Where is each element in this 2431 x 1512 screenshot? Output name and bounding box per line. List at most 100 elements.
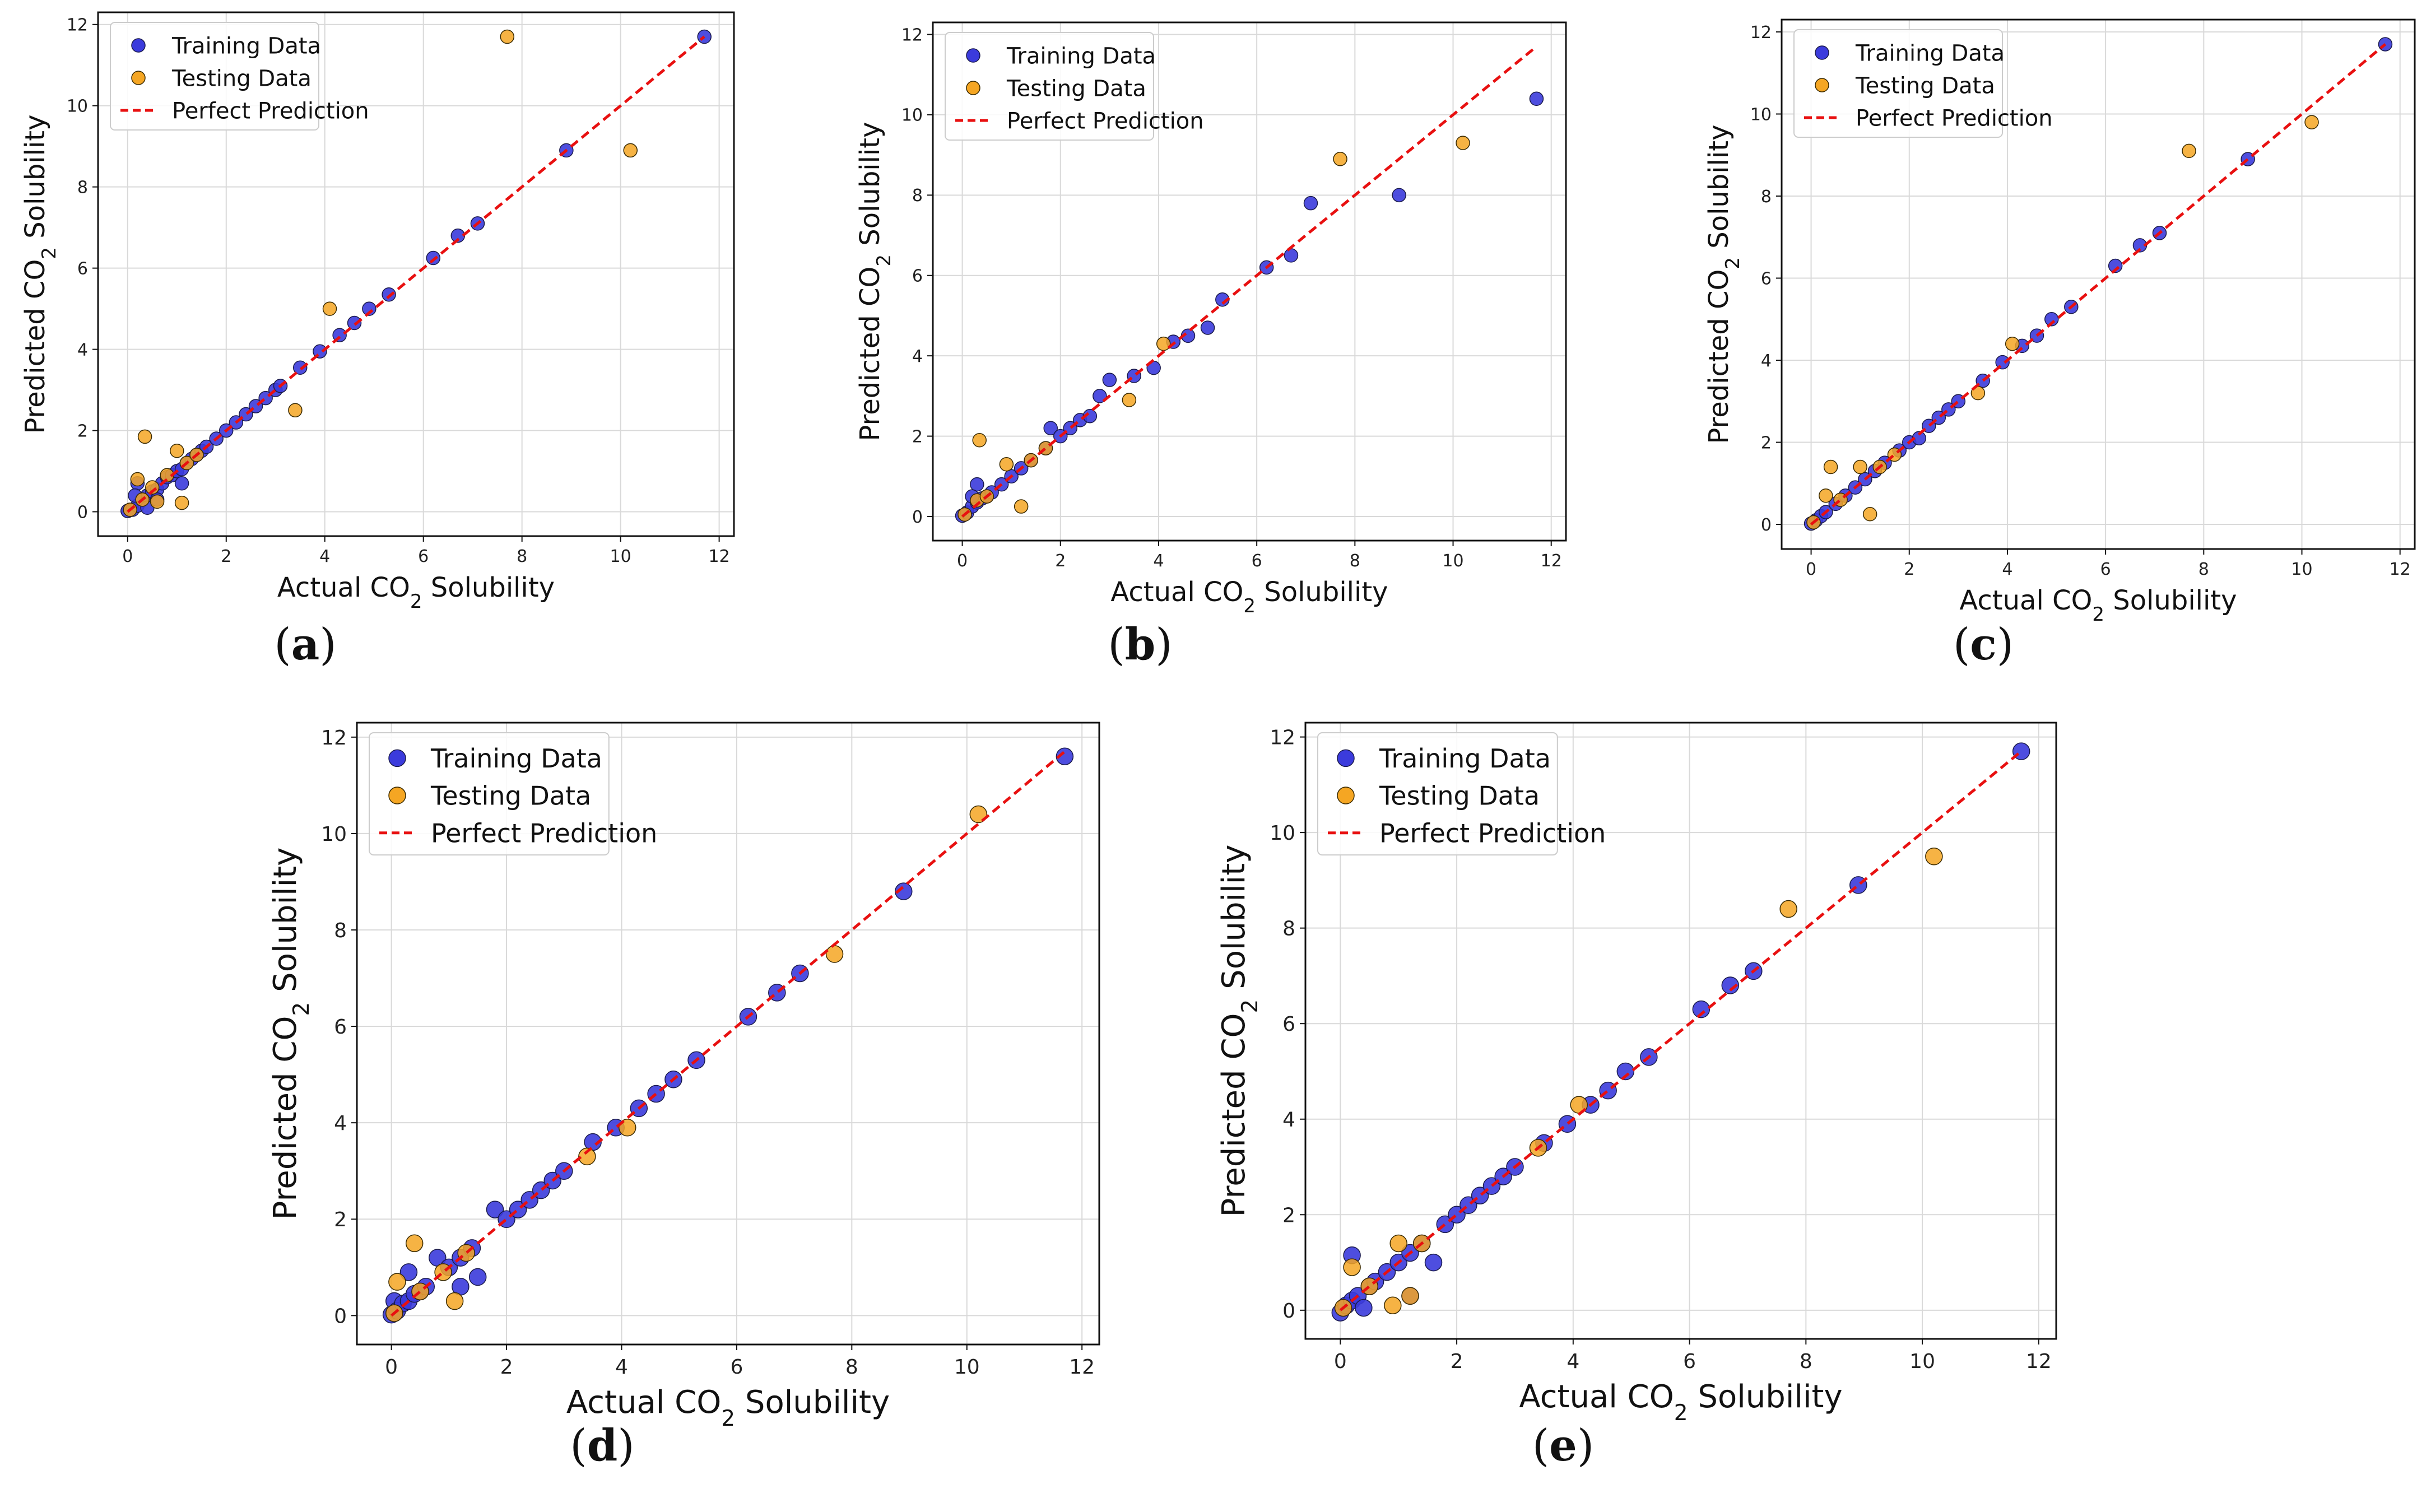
x-tick-label: 2 xyxy=(500,1356,513,1379)
testing-point xyxy=(1333,152,1347,166)
legend-training-label: Training Data xyxy=(430,743,602,774)
testing-point xyxy=(405,1234,424,1253)
x-tick-label: 0 xyxy=(1806,560,1816,579)
x-tick-label: 12 xyxy=(2026,1350,2052,1373)
y-tick-label: 6 xyxy=(1282,1013,1295,1036)
y-tick-label: 12 xyxy=(1750,23,1772,43)
x-tick-label: 4 xyxy=(2002,560,2012,579)
y-axis-label: Predicted CO2 Solubility xyxy=(1216,845,1263,1217)
testing-point xyxy=(2005,336,2020,351)
y-tick-label: 0 xyxy=(912,508,923,527)
legend: Training Data Testing Data Perfect Predict… xyxy=(110,22,369,131)
testing-point xyxy=(170,444,184,458)
legend-training-label: Training Data xyxy=(1006,43,1156,69)
y-tick-label: 2 xyxy=(1282,1204,1295,1227)
legend-training-marker xyxy=(1815,45,1829,60)
legend-training-label: Training Data xyxy=(1855,40,2005,66)
x-axis-label: Actual CO2 Solubility xyxy=(1519,1379,1842,1426)
testing-point xyxy=(500,29,515,44)
y-tick-label: 12 xyxy=(1270,727,1295,750)
training-point xyxy=(292,360,308,375)
panel-caption: (d) xyxy=(570,1420,635,1471)
perfect-prediction-line xyxy=(961,45,1538,518)
testing-point xyxy=(1401,1287,1419,1305)
x-tick-label: 8 xyxy=(2198,560,2209,579)
training-point xyxy=(468,1268,487,1286)
legend-training-marker xyxy=(131,38,146,53)
testing-point xyxy=(322,301,337,316)
legend-perfect-label: Perfect Prediction xyxy=(431,818,657,848)
legend-testing-label: Testing Data xyxy=(1379,781,1540,811)
y-axis-label: Predicted CO2 Solubility xyxy=(20,114,61,434)
chart-panel-a: 0 2 4 6 8 10 12 0 2 4 6 8 10 12 Actual CO2 Solubility P… xyxy=(20,11,735,613)
training-point xyxy=(1355,1299,1373,1317)
x-tick-label: 2 xyxy=(221,547,231,566)
testing-point xyxy=(969,805,988,824)
x-tick-label: 12 xyxy=(709,547,730,566)
y-tick-label: 12 xyxy=(67,16,88,35)
x-axis-label: Actual CO2 Solubility xyxy=(1110,576,1388,617)
y-tick-label: 10 xyxy=(67,97,88,117)
x-tick-label: 10 xyxy=(1909,1350,1935,1373)
training-point xyxy=(1200,320,1215,335)
y-tick-label: 8 xyxy=(912,186,923,206)
x-tick-label: 4 xyxy=(1153,551,1164,571)
testing-point xyxy=(1925,848,1943,866)
chart-panel-b: 0 2 4 6 8 10 12 0 2 4 6 8 10 12 Actual CO2 Solubility P… xyxy=(854,21,1567,617)
x-tick-label: 4 xyxy=(615,1356,628,1379)
training-point xyxy=(1093,389,1107,403)
legend-perfect-label: Perfect Prediction xyxy=(1379,818,1606,848)
x-tick-label: 6 xyxy=(1683,1350,1696,1373)
panel-caption: (a) xyxy=(274,619,337,670)
x-tick-label: 8 xyxy=(845,1356,858,1379)
x-tick-label: 0 xyxy=(385,1356,398,1379)
testing-point xyxy=(445,1292,464,1310)
testing-point xyxy=(150,494,165,509)
training-point xyxy=(1056,747,1074,765)
legend: Training Data Testing Data Perfect Predict… xyxy=(945,32,1204,141)
training-point xyxy=(895,882,913,900)
perfect-prediction-line xyxy=(127,35,705,513)
plot-frame xyxy=(97,11,735,537)
training-point xyxy=(347,315,362,331)
training-point xyxy=(1616,1062,1635,1081)
x-axis-label: Actual CO2 Solubility xyxy=(566,1384,890,1431)
x-tick-label: 10 xyxy=(610,547,631,566)
x-tick-label: 6 xyxy=(1252,551,1262,571)
legend-training-marker xyxy=(388,749,406,767)
y-axis-label: Predicted CO2 Solubility xyxy=(1703,124,1744,444)
testing-point xyxy=(137,429,152,444)
perfect-prediction-line xyxy=(391,750,1066,1317)
legend: Training Data Testing Data Perfect Predict… xyxy=(1793,29,2053,138)
x-tick-label: 2 xyxy=(1451,1350,1463,1373)
training-point xyxy=(2044,312,2059,327)
testing-point xyxy=(1823,459,1838,474)
training-point xyxy=(1043,421,1058,435)
y-tick-label: 12 xyxy=(321,727,347,750)
testing-point xyxy=(130,472,145,487)
x-tick-label: 10 xyxy=(2291,560,2312,579)
plot-frame xyxy=(356,722,1100,1346)
y-tick-label: 8 xyxy=(1282,918,1295,941)
training-point xyxy=(486,1201,504,1218)
x-tick-label: 0 xyxy=(122,547,133,566)
y-tick-label: 10 xyxy=(321,823,347,846)
x-tick-label: 12 xyxy=(1069,1356,1095,1379)
x-tick-label: 8 xyxy=(1350,551,1360,571)
x-tick-label: 6 xyxy=(2100,560,2111,579)
x-tick-label: 0 xyxy=(1334,1350,1347,1373)
legend-perfect-label: Perfect Prediction xyxy=(1007,108,1204,134)
legend-training-marker xyxy=(966,48,980,63)
perfect-prediction-line xyxy=(1339,750,2023,1311)
y-tick-label: 0 xyxy=(77,503,88,522)
plot-frame xyxy=(1781,18,2416,550)
training-point xyxy=(1392,188,1406,203)
y-tick-label: 12 xyxy=(901,25,923,45)
y-tick-label: 4 xyxy=(912,347,923,366)
x-tick-label: 4 xyxy=(319,547,330,566)
testing-point xyxy=(1853,459,1867,474)
training-point xyxy=(382,287,396,302)
legend-testing-marker xyxy=(1337,787,1355,804)
panel-caption: (e) xyxy=(1532,1420,1595,1471)
y-tick-label: 0 xyxy=(1282,1300,1295,1323)
